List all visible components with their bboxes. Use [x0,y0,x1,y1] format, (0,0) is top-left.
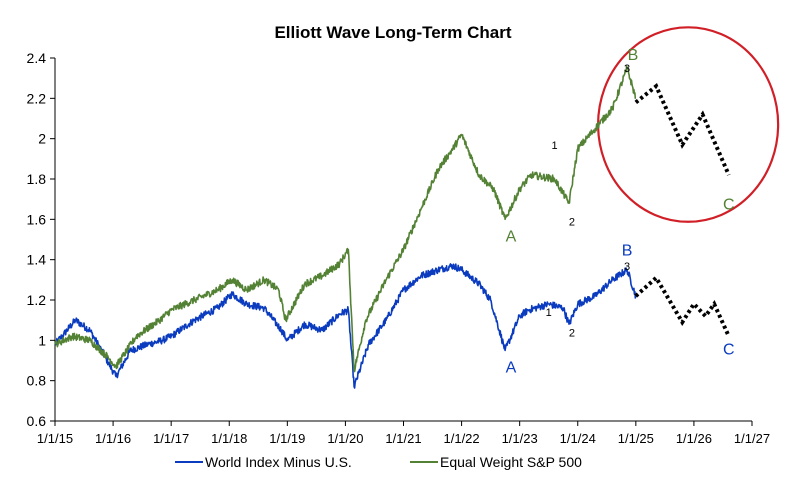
y-tick-label: 1 [38,332,46,348]
y-tick-label: 1.6 [27,211,47,227]
wave-label: B [622,243,633,260]
wave-label: 3 [624,261,630,273]
x-tick-label: 1/1/24 [560,431,596,446]
x-tick-label: 1/1/23 [502,431,538,446]
axes: 0.6 0.8 1 1.2 1.4 1.6 1.8 2 2.2 2.4 1/1/15 1/1/16 1/… [27,50,771,446]
y-tick-label: 2.2 [27,90,47,106]
wave-label: C [723,341,735,358]
projection-layer [634,83,731,338]
x-tick-label: 1/1/16 [95,431,131,446]
wave-label: A [506,360,517,377]
wave-label: 1 [546,307,552,319]
wave-label: 1 [551,140,557,152]
wave-label: C [723,196,735,213]
y-tick-label: 0.8 [27,373,47,389]
wave-label: 2 [569,216,575,228]
wave-label: 3 [624,63,630,75]
highlight-circle-layer [596,26,780,223]
projection-line-1 [634,274,731,338]
x-tick-label: 1/1/27 [734,431,770,446]
series-line-world-index [54,263,637,389]
series-line-equal-weight-sp500 [54,65,637,373]
x-tick-label: 1/1/26 [676,431,712,446]
series-layer [54,65,637,389]
x-tick-label: 1/1/15 [37,431,73,446]
x-tick-label: 1/1/22 [444,431,480,446]
wave-label: A [506,229,517,246]
wave-label: 2 [569,327,575,339]
legend-entry: Equal Weight S&P 500 [440,454,582,470]
y-tick-label: 2.4 [27,50,47,66]
legend-entry: World Index Minus U.S. [205,454,352,470]
y-tick-label: 1.8 [27,171,47,187]
x-tick-label: 1/1/18 [211,431,247,446]
chart-title: Elliott Wave Long-Term Chart [274,23,511,42]
x-tick-label: 1/1/19 [269,431,305,446]
legend: World Index Minus U.S. Equal Weight S&P 5… [175,454,582,470]
x-tick-label: 1/1/20 [327,431,363,446]
y-tick-label: 1.4 [27,252,47,268]
highlight-circle [596,26,780,223]
x-tick-label: 1/1/17 [153,431,189,446]
y-tick-label: 1.2 [27,292,47,308]
y-tick-label: 0.6 [27,413,47,429]
projection-line-0 [634,83,731,176]
wave-label: B [628,47,639,64]
x-tick-label: 1/1/25 [618,431,654,446]
x-tick-label: 1/1/21 [385,431,421,446]
y-tick-label: 2 [38,131,46,147]
